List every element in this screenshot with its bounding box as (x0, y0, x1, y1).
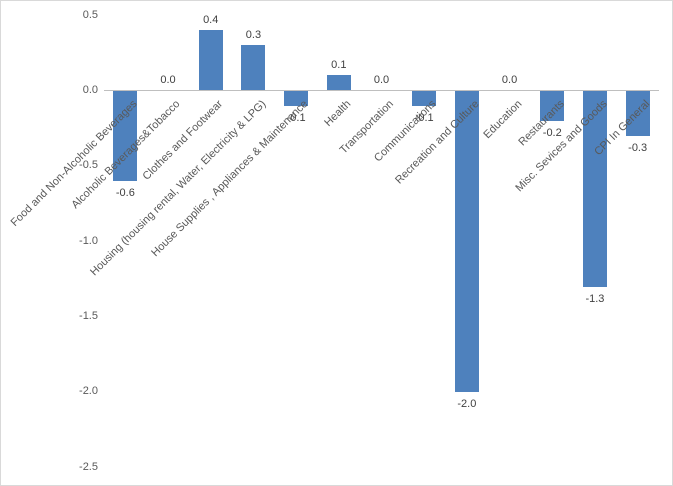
bar-recreation-and-culture (454, 91, 479, 393)
bar-clothes-and-footwear (198, 29, 223, 90)
y-axis-tick-label: -2.0 (79, 385, 98, 398)
bar-cpi-in-general (625, 91, 650, 137)
y-axis-tick-label: 0.5 (82, 8, 98, 21)
value-label-communications: -0.1 (414, 112, 434, 125)
x-axis-line (104, 90, 659, 91)
bar-housing-housing-rental-water-electricity-lpg (241, 44, 266, 90)
y-axis-tick-label: -2.5 (79, 460, 98, 473)
category-label-house-supplies-appliances-maintenance: House Supplies , Appliances & Maintenanc… (149, 98, 311, 260)
category-label-education: Education (480, 98, 525, 142)
value-label-clothes-and-footwear: 0.4 (203, 13, 219, 26)
value-label-house-supplies-appliances-maintenance: -0.1 (286, 112, 306, 125)
value-label-alcoholic-beverages-tobacco: 0.0 (160, 74, 176, 86)
bar-health (326, 74, 351, 90)
value-label-cpi-in-general: -0.3 (628, 142, 648, 155)
value-label-food-and-non-alcoholic-beverages: -0.6 (115, 187, 135, 200)
category-label-health: Health (322, 98, 354, 129)
bar-house-supplies-appliances-maintenance (284, 91, 309, 107)
value-label-transportation: 0.0 (373, 74, 390, 86)
value-label-education: 0.0 (501, 74, 518, 86)
bar-misc-sevices-and-goods (582, 91, 607, 287)
bar-food-and-non-alcoholic-beverages (113, 91, 138, 182)
bar-restaurants (540, 91, 565, 122)
y-axis-tick-label: -1.0 (79, 234, 98, 247)
bar-communications (412, 91, 437, 107)
value-label-misc-sevices-and-goods: -1.3 (585, 292, 605, 305)
y-axis-tick-label: -0.5 (79, 159, 98, 172)
value-label-recreation-and-culture: -2.0 (457, 398, 477, 411)
y-axis-tick-label: -1.5 (79, 310, 98, 323)
y-axis-tick-label: 0.0 (82, 84, 98, 96)
value-label-housing-housing-rental-water-electricity-lpg: 0.3 (245, 28, 262, 41)
category-label-clothes-and-footwear: Clothes and Footwear (140, 98, 226, 183)
value-label-restaurants: -0.2 (542, 127, 562, 140)
value-label-health: 0.1 (331, 58, 347, 71)
